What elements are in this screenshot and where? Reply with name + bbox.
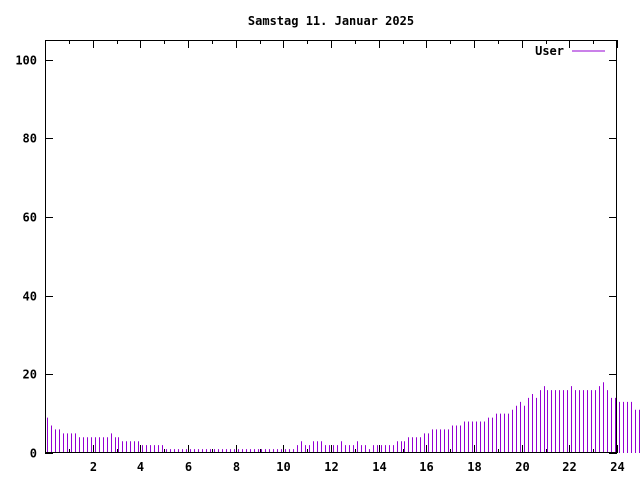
y-tick-label: 60 <box>23 211 37 225</box>
x-tick-label: 4 <box>137 460 144 474</box>
x-tick-label: 12 <box>324 460 338 474</box>
bar-series-user <box>47 382 640 453</box>
x-tick-label: 18 <box>467 460 481 474</box>
x-tick-label: 6 <box>185 460 192 474</box>
y-tick-label: 80 <box>23 132 37 146</box>
x-tick-label: 10 <box>276 460 290 474</box>
x-tick-label: 20 <box>515 460 529 474</box>
legend-label-user: User <box>535 44 564 58</box>
x-tick-label: 14 <box>372 460 386 474</box>
x-tick-label: 8 <box>233 460 240 474</box>
y-tick-label: 100 <box>15 54 37 68</box>
x-tick-label: 24 <box>610 460 624 474</box>
plot-frame <box>45 40 617 453</box>
x-tick-label: 2 <box>90 460 97 474</box>
chart-title: Samstag 11. Januar 2025 <box>248 14 414 28</box>
x-tick-label: 16 <box>419 460 433 474</box>
x-tick-label: 22 <box>562 460 576 474</box>
y-tick-label: 0 <box>30 447 37 461</box>
legend: User <box>535 44 605 58</box>
y-tick-label: 20 <box>23 368 37 382</box>
y-tick-label: 40 <box>23 290 37 304</box>
